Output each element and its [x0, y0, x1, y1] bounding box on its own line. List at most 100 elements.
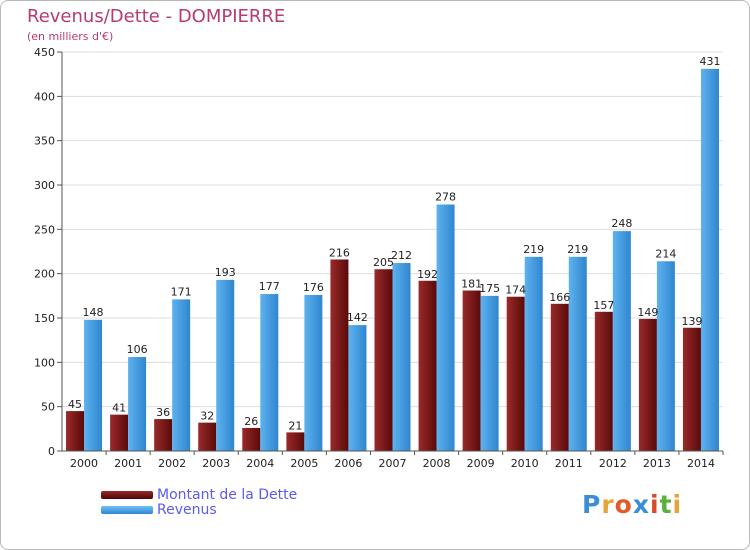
- label-dette-2002: 36: [156, 406, 170, 419]
- label-revenus-2003: 193: [215, 266, 236, 279]
- bar-revenus-2012: [612, 231, 631, 451]
- bar-dette-2002: [154, 419, 173, 451]
- label-revenus-2012: 248: [611, 217, 632, 230]
- x-tick-label-2003: 2003: [202, 457, 230, 470]
- bar-revenus-2001: [128, 357, 147, 451]
- x-tick-label-2001: 2001: [114, 457, 142, 470]
- bar-dette-2000: [66, 411, 85, 451]
- chart-subtitle: (en milliers d'€): [27, 30, 114, 43]
- label-dette-2011: 166: [549, 291, 570, 304]
- bar-revenus-2006: [348, 325, 367, 451]
- bar-revenus-2005: [304, 294, 323, 451]
- label-revenus-2002: 171: [171, 285, 192, 298]
- label-dette-2000: 45: [68, 398, 82, 411]
- bar-revenus-2000: [84, 319, 103, 451]
- bar-dette-2004: [242, 427, 261, 451]
- label-revenus-2001: 106: [127, 343, 148, 356]
- legend-swatch-dette: [101, 490, 153, 499]
- label-dette-2010: 174: [505, 284, 526, 297]
- y-tick-label-350: 350: [34, 135, 55, 148]
- bar-dette-2006: [330, 259, 349, 451]
- y-tick-label-50: 50: [41, 401, 55, 414]
- bar-revenus-2010: [524, 256, 543, 451]
- label-dette-2012: 157: [593, 299, 614, 312]
- x-tick-label-2000: 2000: [70, 457, 98, 470]
- x-tick-label-2005: 2005: [290, 457, 318, 470]
- label-revenus-2004: 177: [259, 280, 280, 293]
- x-tick-label-2004: 2004: [246, 457, 274, 470]
- bar-revenus-2009: [480, 295, 499, 451]
- label-dette-2014: 139: [681, 315, 702, 328]
- label-revenus-2014: 431: [699, 55, 720, 68]
- logo-letter-1: r: [601, 490, 615, 519]
- bar-dette-2003: [198, 422, 217, 451]
- label-revenus-2005: 176: [303, 281, 324, 294]
- legend: Montant de la Dette Revenus: [101, 486, 298, 518]
- bar-dette-2009: [462, 290, 481, 451]
- bar-revenus-2002: [172, 299, 191, 451]
- label-revenus-2006: 142: [347, 311, 368, 324]
- bar-dette-2001: [110, 414, 129, 451]
- label-revenus-2000: 148: [83, 306, 104, 319]
- label-dette-2005: 21: [288, 419, 302, 432]
- bar-revenus-2004: [260, 294, 279, 451]
- bar-dette-2014: [682, 327, 701, 451]
- bar-revenus-2013: [656, 261, 675, 451]
- label-dette-2007: 205: [373, 256, 394, 269]
- y-tick-label-100: 100: [34, 356, 55, 369]
- bar-revenus-2014: [700, 68, 719, 451]
- y-tick-label-250: 250: [34, 223, 55, 236]
- bar-revenus-2008: [436, 204, 455, 451]
- bar-revenus-2007: [392, 263, 411, 451]
- y-tick-label-200: 200: [34, 268, 55, 281]
- y-tick-label-150: 150: [34, 312, 55, 325]
- bar-dette-2012: [594, 311, 613, 451]
- bar-revenus-2011: [568, 256, 587, 451]
- legend-swatch-revenus: [101, 505, 153, 514]
- proxiti-logo: Proxiti: [582, 490, 682, 519]
- x-tick-label-2007: 2007: [379, 457, 407, 470]
- label-revenus-2009: 175: [479, 282, 500, 295]
- bar-dette-2005: [286, 432, 305, 451]
- logo-letter-3: x: [632, 490, 650, 519]
- x-tick-label-2014: 2014: [687, 457, 715, 470]
- logo-letter-4: i: [650, 490, 660, 519]
- bar-dette-2011: [550, 303, 569, 451]
- label-dette-2006: 216: [329, 246, 350, 259]
- label-dette-2008: 192: [417, 268, 438, 281]
- legend-label-dette: Montant de la Dette: [157, 486, 298, 503]
- y-tick-label-450: 450: [34, 46, 55, 59]
- logo-letter-0: P: [582, 490, 602, 519]
- label-revenus-2013: 214: [655, 247, 676, 260]
- y-tick-label-300: 300: [34, 179, 55, 192]
- bar-revenus-2003: [216, 279, 235, 451]
- x-tick-label-2006: 2006: [334, 457, 362, 470]
- bar-dette-2007: [374, 269, 393, 451]
- label-revenus-2007: 212: [391, 249, 412, 262]
- label-dette-2013: 149: [637, 306, 658, 319]
- label-dette-2001: 41: [112, 402, 126, 415]
- label-revenus-2011: 219: [567, 243, 588, 256]
- chart-title: Revenus/Dette - DOMPIERRE: [27, 6, 286, 27]
- x-tick-label-2012: 2012: [599, 457, 627, 470]
- x-tick-label-2002: 2002: [158, 457, 186, 470]
- x-tick-label-2011: 2011: [555, 457, 583, 470]
- label-revenus-2008: 278: [435, 191, 456, 204]
- label-dette-2004: 26: [244, 415, 258, 428]
- logo-letter-2: o: [614, 490, 633, 519]
- logo-letter-5: t: [659, 490, 673, 519]
- label-dette-2003: 32: [200, 410, 214, 423]
- x-tick-label-2008: 2008: [423, 457, 451, 470]
- legend-item-dette: Montant de la Dette: [101, 486, 298, 503]
- legend-item-revenus: Revenus: [101, 501, 297, 518]
- y-tick-label-0: 0: [48, 445, 55, 458]
- bar-dette-2008: [418, 280, 437, 451]
- bar-dette-2010: [506, 296, 525, 451]
- label-revenus-2010: 219: [523, 243, 544, 256]
- logo-letter-6: i: [672, 490, 683, 519]
- x-tick-label-2009: 2009: [467, 457, 495, 470]
- bar-dette-2013: [638, 318, 657, 451]
- legend-label-revenus: Revenus: [157, 501, 217, 518]
